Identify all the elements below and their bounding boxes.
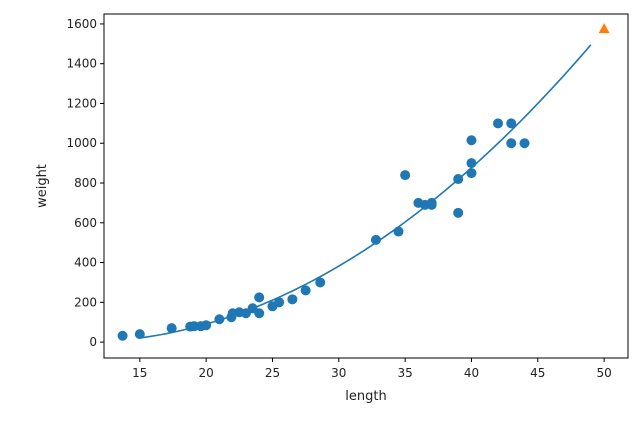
data-point — [315, 277, 326, 288]
data-point — [466, 158, 477, 169]
x-tick-label: 15 — [132, 366, 147, 380]
y-tick-label: 1600 — [66, 17, 97, 31]
data-point — [506, 118, 517, 129]
y-tick-label: 600 — [74, 216, 97, 230]
data-point — [214, 314, 225, 325]
x-tick-label: 40 — [464, 366, 479, 380]
data-point — [506, 138, 517, 149]
y-tick-label: 400 — [74, 256, 97, 270]
data-point — [453, 174, 464, 185]
data-point — [254, 308, 265, 319]
y-tick-label: 0 — [89, 335, 97, 349]
x-axis: 15 20 25 30 35 40 45 50 — [132, 358, 612, 380]
x-tick-label: 20 — [199, 366, 214, 380]
data-point — [400, 170, 411, 181]
y-tick-label: 1000 — [66, 136, 97, 150]
data-point — [201, 320, 212, 331]
x-tick-label: 45 — [530, 366, 545, 380]
x-axis-label: length — [345, 389, 386, 404]
data-point — [466, 168, 477, 179]
data-point — [166, 323, 177, 334]
plot-frame — [103, 13, 629, 359]
data-point — [519, 138, 530, 149]
data-point — [466, 135, 477, 146]
data-point — [254, 292, 265, 303]
data-point — [492, 118, 503, 129]
y-axis-label: weight — [35, 164, 50, 208]
data-point — [393, 226, 404, 237]
x-tick-label: 35 — [397, 366, 412, 380]
y-tick-label: 1200 — [66, 96, 97, 110]
plot-content — [117, 23, 610, 341]
y-tick-label: 1400 — [66, 57, 97, 71]
data-point — [300, 285, 311, 296]
x-tick-label: 50 — [596, 366, 611, 380]
y-tick-label: 200 — [74, 295, 97, 309]
x-tick-label: 25 — [265, 366, 280, 380]
data-point — [370, 234, 381, 245]
data-point — [287, 294, 298, 305]
y-axis: 0 200 400 600 800 1000 1200 1400 1600 — [66, 17, 104, 349]
x-tick-label: 30 — [331, 366, 346, 380]
data-point — [117, 330, 128, 341]
y-tick-label: 800 — [74, 176, 97, 190]
data-point — [453, 207, 464, 218]
data-point — [426, 197, 437, 208]
triangle-point — [598, 23, 610, 34]
data-point — [274, 297, 285, 308]
data-point — [134, 329, 145, 340]
